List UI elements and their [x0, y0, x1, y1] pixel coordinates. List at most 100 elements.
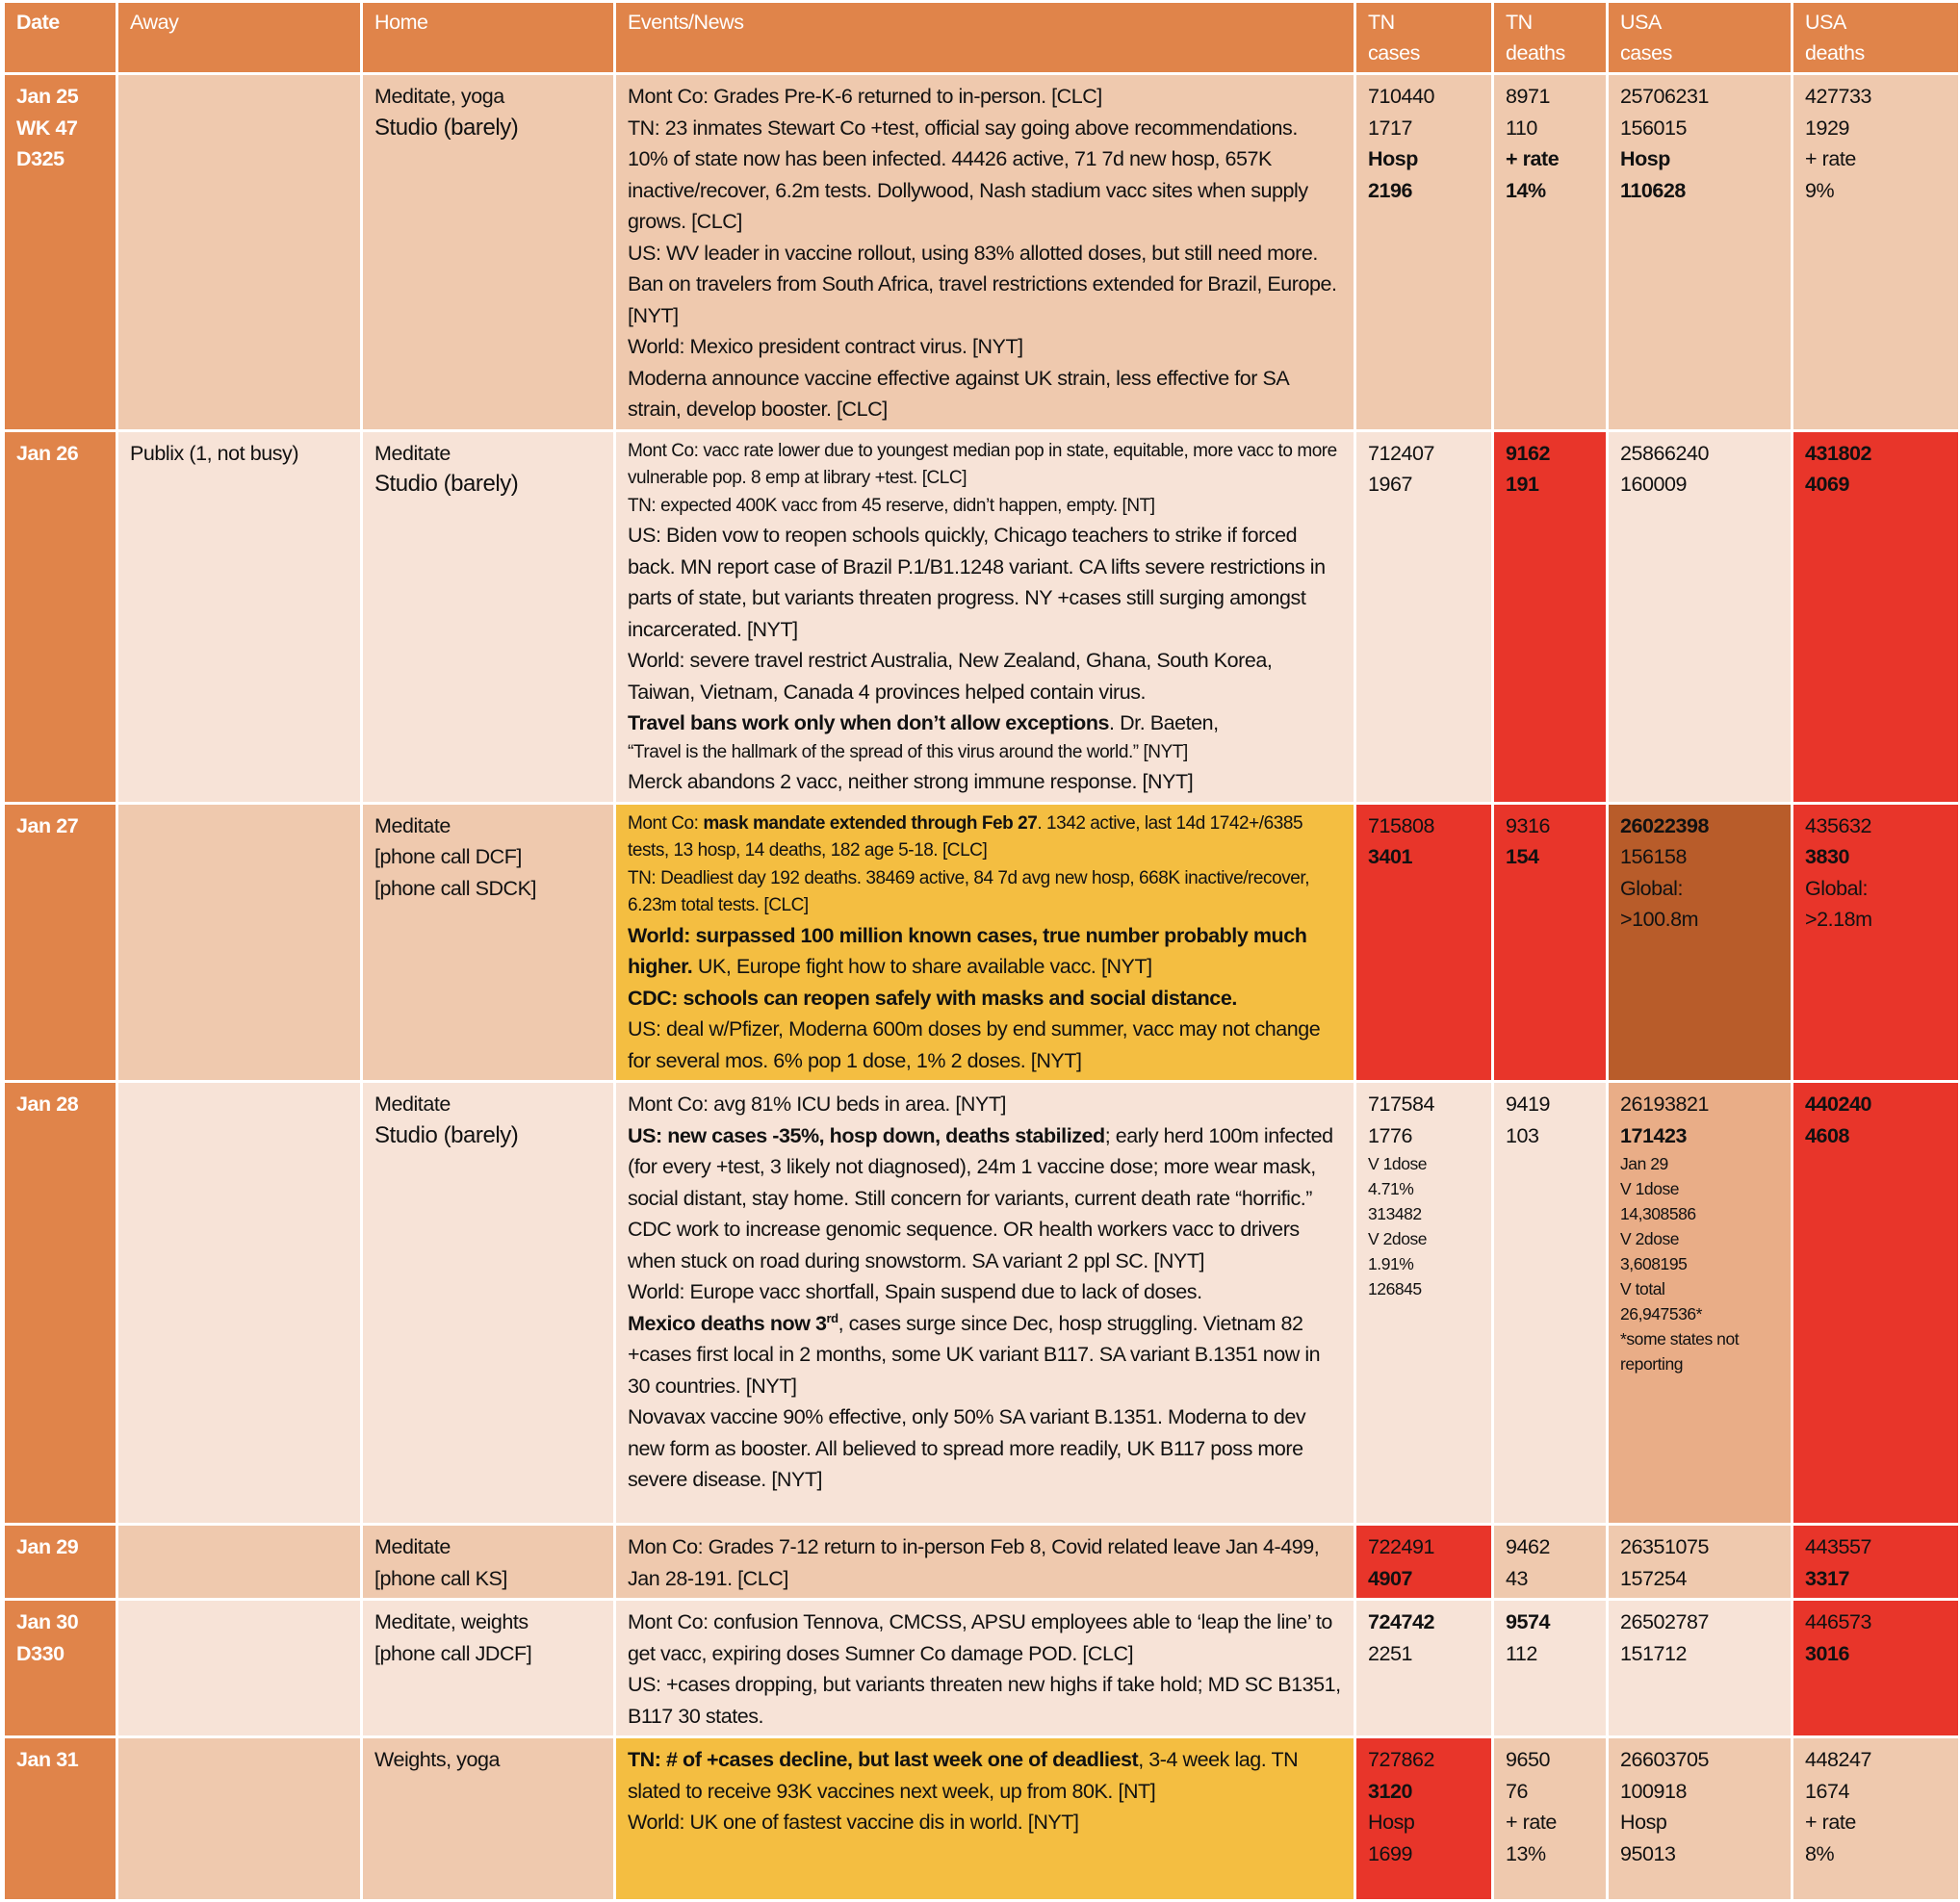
cell-content: 26603705 100918 Hosp 95013 — [1611, 1740, 1790, 1874]
value-line: 110628 — [1620, 178, 1686, 202]
values-top: 431802 4069 — [1805, 438, 1947, 501]
event-item: TN: 23 inmates Stewart Co +test, officia… — [628, 113, 1342, 238]
usa-deaths-cell: 446573 3016 — [1791, 1598, 1960, 1738]
value-line: 3120 — [1368, 1779, 1413, 1803]
value-line: 710440 — [1368, 85, 1435, 108]
event-item: TN: Deadliest day 192 deaths. 38469 acti… — [628, 865, 1342, 920]
home-line: Studio (barely) — [374, 471, 519, 497]
cell-content: 715808 3401 — [1358, 806, 1490, 877]
header-tn-deaths: TN deaths — [1491, 0, 1609, 75]
tn-deaths-cell: 8971 110 + rate 14% — [1491, 72, 1609, 432]
value-line: 1776 — [1368, 1123, 1413, 1147]
value-line: >100.8m — [1620, 908, 1699, 931]
value-line: 1967 — [1368, 473, 1413, 496]
cell-content: 724742 2251 — [1358, 1603, 1490, 1674]
events-cell: Mont Co: vacc rate lower due to youngest… — [613, 428, 1356, 805]
cell-content: 9574 112 — [1496, 1603, 1605, 1674]
value-line: 26193821 — [1620, 1092, 1710, 1116]
table-row: Jan 31 Weights, yoga TN: # of +cases decli… — [2, 1735, 1960, 1902]
value-line: 1.91% — [1368, 1254, 1414, 1273]
values-bottom: + rate 14% — [1506, 143, 1594, 206]
value-line: 440240 — [1805, 1092, 1872, 1116]
values-bottom: + rate 9% — [1805, 143, 1947, 206]
header-events: Events/News — [613, 0, 1356, 75]
cell-content: 26351075 157254 — [1611, 1528, 1790, 1597]
event-text: Mont Co: confusion Tennova, CMCSS, APSU … — [628, 1610, 1332, 1665]
table-body: Jan 25 WK 47 D325 Meditate, yoga Studio (bar… — [2, 72, 1960, 1902]
value-line: 1699 — [1368, 1841, 1413, 1865]
cell-content: 9162 191 — [1496, 433, 1605, 504]
values-top: 25866240 160009 — [1620, 438, 1779, 501]
value-line: 9162 — [1506, 441, 1551, 465]
date-line: Jan 29 — [16, 1535, 79, 1558]
value-line: >2.18m — [1805, 908, 1872, 931]
home-cell: Meditate [phone call KS] — [360, 1523, 616, 1601]
usa-cases-cell: 25866240 160009 — [1606, 428, 1793, 805]
value-line: 3,608195 — [1620, 1254, 1688, 1273]
events-cell: TN: # of +cases decline, but last week o… — [613, 1735, 1356, 1902]
usa-cases-cell: 26022398 156158 Global: >100.8m — [1606, 801, 1793, 1083]
event-text: , cases surge since Dec, hosp struggling… — [628, 1311, 1321, 1398]
away-cell — [116, 1735, 363, 1902]
cell-content: 26193821 171423 Jan 29 V 1dose 14,308586 V 2d… — [1611, 1085, 1790, 1420]
date-line: D330 — [16, 1641, 64, 1665]
event-text: Mont Co: — [628, 812, 704, 834]
tn-deaths-cell: 9316 154 — [1491, 801, 1609, 1083]
values-bottom: Jan 29 V 1dose 14,308586 V 2dose 3,608195 V t… — [1620, 1151, 1779, 1415]
values-bottom: + rate 13% — [1506, 1807, 1594, 1869]
event-text: Mont Co: avg 81% ICU beds in area. [NYT] — [628, 1092, 1007, 1116]
values-top: 712407 1967 — [1368, 438, 1480, 501]
event-text: TN: Deadliest day 192 deaths. 38469 acti… — [628, 867, 1310, 916]
cell-content: 712407 1967 — [1358, 433, 1490, 504]
away-cell — [116, 72, 363, 432]
values-top: 427733 1929 — [1805, 81, 1947, 143]
home-line: Meditate, yoga — [374, 85, 504, 108]
value-line: 313482 — [1368, 1204, 1422, 1223]
values-top: 715808 3401 — [1368, 810, 1480, 873]
cell-content: 727862 3120 Hosp 1699 — [1358, 1740, 1490, 1874]
value-line: 26502787 — [1620, 1610, 1710, 1633]
value-line: 160009 — [1620, 473, 1688, 496]
value-line: 191 — [1506, 473, 1539, 496]
value-line: 100918 — [1620, 1779, 1688, 1803]
date-line: Jan 25 — [16, 85, 79, 108]
value-line: + rate — [1805, 147, 1856, 170]
value-line: 4069 — [1805, 473, 1850, 496]
event-text: Mont Co: Grades Pre-K-6 returned to in-p… — [628, 85, 1102, 108]
date-cell: Jan 31 — [2, 1735, 118, 1902]
value-line: Hosp — [1368, 147, 1418, 170]
date-line: Jan 30 — [16, 1610, 79, 1633]
value-line: Hosp — [1620, 147, 1670, 170]
value-line: + rate — [1805, 1811, 1856, 1834]
event-text: TN: # of +cases decline, but last week o… — [628, 1748, 1139, 1771]
value-line: 1674 — [1805, 1779, 1850, 1803]
values-top: 8971 110 — [1506, 81, 1594, 143]
value-line: 26603705 — [1620, 1748, 1710, 1771]
table-row: Jan 25 WK 47 D325 Meditate, yoga Studio (bar… — [2, 72, 1960, 432]
value-line: + rate — [1506, 147, 1560, 170]
tn-cases-cell: 715808 3401 — [1354, 801, 1494, 1083]
values-top: 710440 1717 — [1368, 81, 1480, 143]
home-cell: Meditate Studio (barely) — [360, 1080, 616, 1526]
value-line: 715808 — [1368, 813, 1435, 837]
cell-content: 9419 103 — [1496, 1085, 1605, 1156]
date-cell: Jan 27 — [2, 801, 118, 1083]
usa-cases-cell: 25706231 156015 Hosp 110628 — [1606, 72, 1793, 432]
value-line: 4907 — [1368, 1566, 1413, 1590]
event-text: US: deal w/Pfizer, Moderna 600m doses by… — [628, 1017, 1321, 1072]
value-line: V 1dose — [1620, 1179, 1680, 1198]
values-bottom: Hosp 110628 — [1620, 143, 1779, 206]
value-line: 110 — [1506, 116, 1537, 140]
cell-content: 9650 76 + rate 13% — [1496, 1740, 1605, 1874]
value-line: 2251 — [1368, 1641, 1413, 1665]
values-top: 717584 1776 — [1368, 1089, 1480, 1151]
event-item: US: new cases -35%, hosp down, deaths st… — [628, 1120, 1342, 1277]
values-top: 446573 3016 — [1805, 1606, 1947, 1669]
header-away: Away — [116, 0, 363, 75]
value-line: 443557 — [1805, 1535, 1872, 1558]
value-line: *some states not reporting — [1620, 1329, 1740, 1374]
values-top: 9650 76 — [1506, 1744, 1594, 1807]
value-line: V total — [1620, 1279, 1665, 1298]
event-text: rd — [826, 1310, 839, 1325]
